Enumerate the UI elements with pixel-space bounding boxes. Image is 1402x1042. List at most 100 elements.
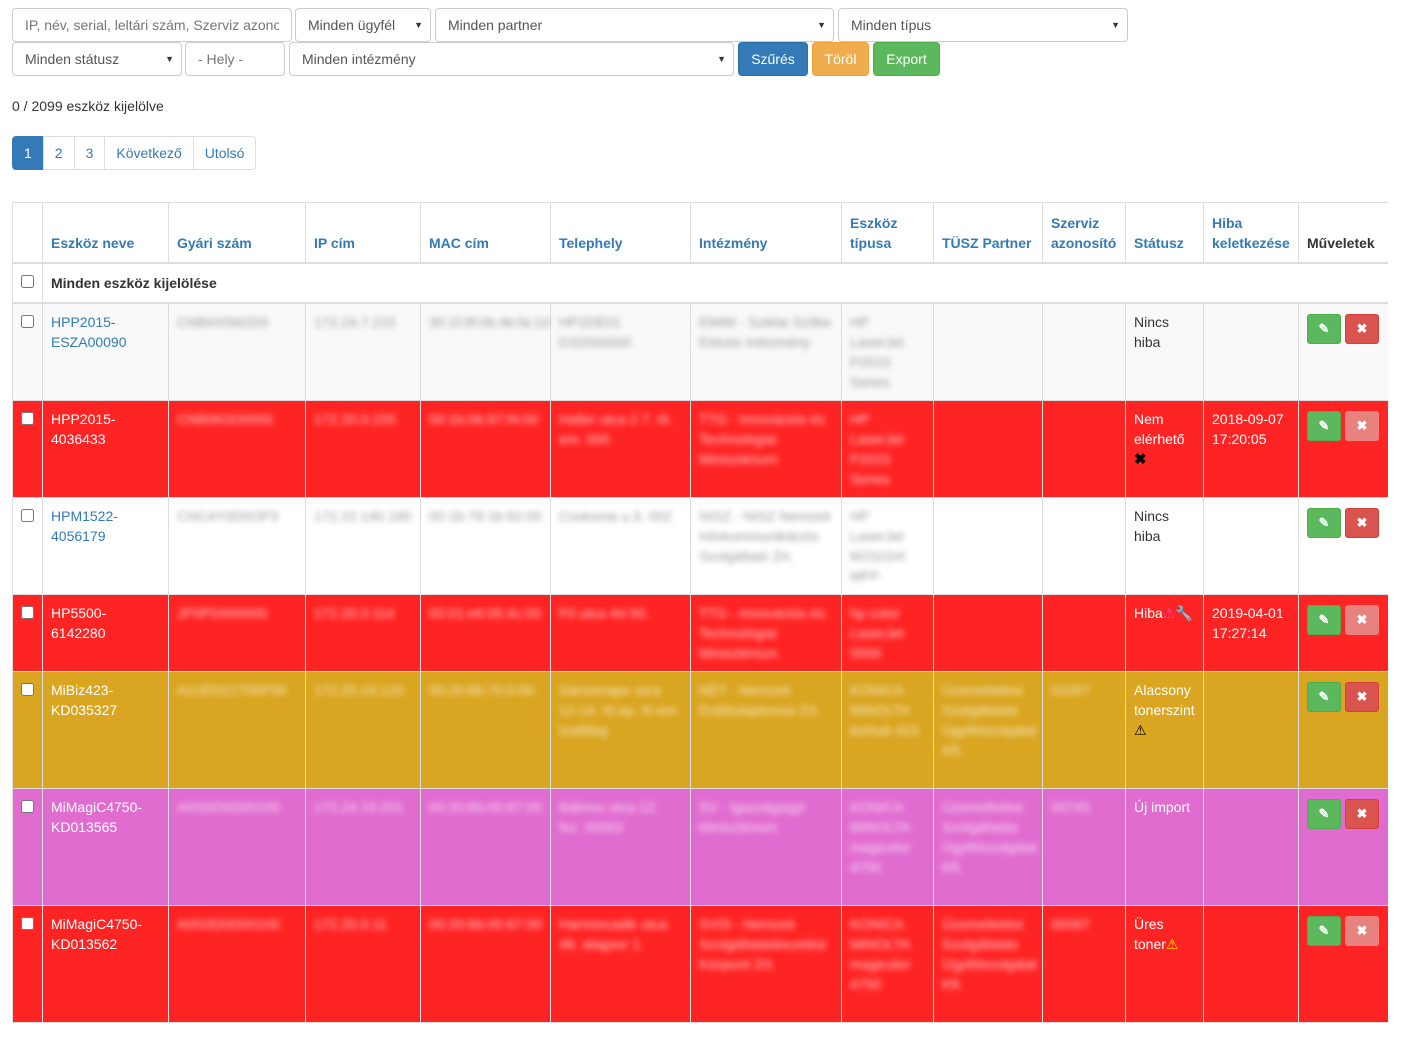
export-button[interactable]: Export (873, 42, 940, 76)
close-icon[interactable]: ✖ (1345, 682, 1379, 712)
service-cell (1042, 400, 1126, 498)
pagination: 1 2 3 Következő Utolsó (12, 136, 257, 170)
row-checkbox[interactable] (21, 315, 34, 328)
col-telephely[interactable]: Telephely (550, 202, 691, 264)
serial-cell: JP0PD000000 (168, 594, 306, 672)
close-icon[interactable]: ✖ (1345, 799, 1379, 829)
row-checkbox-cell (12, 905, 43, 1023)
mac-value: 00:01:e6:05:4c:00 (429, 605, 542, 621)
mac-value: 00:1b:0b:97:f4:00 (429, 411, 538, 427)
col-tusz-partner[interactable]: TÜSZ Partner (933, 202, 1043, 264)
col-intezmeny[interactable]: Intézmény (690, 202, 842, 264)
hely-input[interactable] (185, 42, 285, 76)
search-input[interactable] (12, 8, 292, 42)
site-cell: Harmincadik utca 48. alagsor 1. (550, 905, 691, 1023)
mac-cell: 00:01:e6:05:4c:00 (420, 594, 551, 672)
row-checkbox[interactable] (21, 412, 34, 425)
statusz-select-value: Minden státusz (25, 51, 120, 67)
col-gyari-szam[interactable]: Gyári szám (168, 202, 306, 264)
torol-button[interactable]: Töröl (812, 42, 869, 76)
select-all-checkbox[interactable] (21, 275, 34, 288)
pencil-icon[interactable]: ✎ (1307, 314, 1341, 344)
status-text: Nem elérhető (1134, 411, 1185, 447)
mac-cell: 00:20:6b:70:0:00 (420, 671, 551, 789)
type-value: HP LaserJet P2015 Series (850, 314, 904, 390)
device-name-link[interactable]: MiMagiC4750-KD013562 (51, 916, 143, 952)
device-name-link[interactable]: HP5500-6142280 (51, 605, 107, 641)
close-icon[interactable]: ✖ (1345, 314, 1379, 344)
site-cell: Csokonai u.3. 002 (550, 497, 691, 595)
pencil-icon[interactable]: ✎ (1307, 916, 1341, 946)
close-icon[interactable]: ✖ (1345, 916, 1379, 946)
page-3-link[interactable]: 3 (73, 136, 106, 170)
col-eszkoz-neve[interactable]: Eszköz neve (42, 202, 169, 264)
statusz-select[interactable]: Minden státusz ▼ (12, 42, 182, 76)
tusz-cell (933, 302, 1043, 401)
tusz-cell: Üzemeltetési Szolgáltatás Ügyfélszolgála… (933, 905, 1043, 1023)
device-name-cell: MiMagiC4750-KD013562 (42, 905, 169, 1023)
institution-value: NET - Nemzeti Erdőtulajdonosi Zrt. (699, 682, 821, 718)
col-mac-cim[interactable]: MAC cím (420, 202, 551, 264)
status-cell: Új import (1125, 788, 1204, 906)
close-icon[interactable]: ✖ (1345, 411, 1379, 441)
actions-cell: ✎ ✖ (1298, 905, 1388, 1023)
institution-value: EMIM - Sziklai Szőke Eötvös Intézmény (699, 314, 832, 350)
pencil-icon[interactable]: ✎ (1307, 605, 1341, 635)
device-name-link[interactable]: HPP2015-4036433 (51, 411, 116, 447)
col-ip-cim[interactable]: IP cím (305, 202, 421, 264)
row-checkbox[interactable] (21, 509, 34, 522)
row-checkbox[interactable] (21, 800, 34, 813)
tipus-select[interactable]: Minden típus ▼ (838, 8, 1128, 42)
device-name-link[interactable]: HPP2015-ESZA00090 (51, 314, 127, 350)
error-time-cell (1203, 671, 1299, 789)
next-page-link[interactable]: Következő (104, 136, 194, 170)
col-eszkoz-tipusa[interactable]: Eszköz típusa (841, 202, 934, 264)
institution-cell: TTG - Innovációs és Technológiai Miniszt… (690, 594, 842, 672)
pencil-icon[interactable]: ✎ (1307, 682, 1341, 712)
chevron-down-icon: ▼ (817, 20, 826, 30)
institution-cell: NISZ - NISZ Nemzeti Infokommunikációs Sz… (690, 497, 842, 595)
device-table: Minden eszköz kijelölése Eszköz neve Gyá… (12, 202, 1388, 1042)
page-2-link[interactable]: 2 (42, 136, 75, 170)
device-name-link[interactable]: MiMagiC4750-KD013565 (51, 799, 143, 835)
col-hiba-keletkezese[interactable]: Hiba keletkezése (1203, 202, 1299, 264)
ugyfel-select-value: Minden ügyfél (308, 17, 396, 33)
pencil-icon[interactable]: ✎ (1307, 508, 1341, 538)
row-checkbox[interactable] (21, 683, 34, 696)
device-name-link[interactable]: MiBiz423-KD035327 (51, 682, 118, 718)
tipus-select-value: Minden típus (851, 17, 932, 33)
pencil-icon[interactable]: ✎ (1307, 799, 1341, 829)
col-szerviz-azonosito[interactable]: Szerviz azonosító (1042, 202, 1126, 264)
status-text: Hiba (1134, 605, 1163, 621)
status-text: Nincs hiba (1134, 314, 1170, 350)
ip-value: 172.24.19.201 (314, 799, 404, 815)
type-cell: HP LaserJet M1522nf MFP (841, 497, 934, 595)
last-page-link[interactable]: Utolsó (192, 136, 257, 170)
type-value: HP LaserJet M1522nf MFP (850, 508, 905, 584)
service-value: 01007 (1051, 682, 1090, 698)
institution-value: SVIS - Nemzeti Szolgáltatáskezelési Közp… (699, 916, 826, 972)
close-icon[interactable]: ✖ (1345, 508, 1379, 538)
institution-cell: EMIM - Sziklai Szőke Eötvös Intézmény (690, 302, 842, 401)
row-checkbox[interactable] (21, 917, 34, 930)
szures-button[interactable]: Szűrés (738, 42, 808, 76)
close-icon[interactable]: ✖ (1345, 605, 1379, 635)
pencil-icon[interactable]: ✎ (1307, 411, 1341, 441)
partner-select[interactable]: Minden partner ▼ (435, 8, 834, 42)
mac-cell: 30:1f:9f:0b:4b:fa:1d (420, 302, 551, 401)
page-1-link[interactable]: 1 (12, 136, 44, 170)
table-row: MiMagiC4750-KD013562 A0G0D0D00100 172.20… (12, 905, 1388, 1023)
ugyfel-select[interactable]: Minden ügyfél ▼ (295, 8, 431, 42)
service-cell: 01007 (1042, 671, 1126, 789)
device-name-link[interactable]: HPM1522-4056179 (51, 508, 118, 544)
serial-cell: A0G0D0D00100 (168, 905, 306, 1023)
ip-value: 172.22.140.180 (314, 508, 412, 524)
intezmeny-select[interactable]: Minden intézmény ▼ (289, 42, 734, 76)
site-value: Sárosmajor utca 12-14. III.ep. III.em. t… (559, 682, 681, 738)
table-row: MiBiz423-KD035327 A1UD021T00P00 172.20.1… (12, 671, 1388, 789)
site-value: Fő utca 44-50. (559, 605, 650, 621)
institution-cell: TTG - Innovációs és Technológiai Miniszt… (690, 400, 842, 498)
col-statusz[interactable]: Státusz (1125, 202, 1204, 264)
select-all-label: Minden eszköz kijelölése (42, 262, 1388, 304)
row-checkbox[interactable] (21, 606, 34, 619)
